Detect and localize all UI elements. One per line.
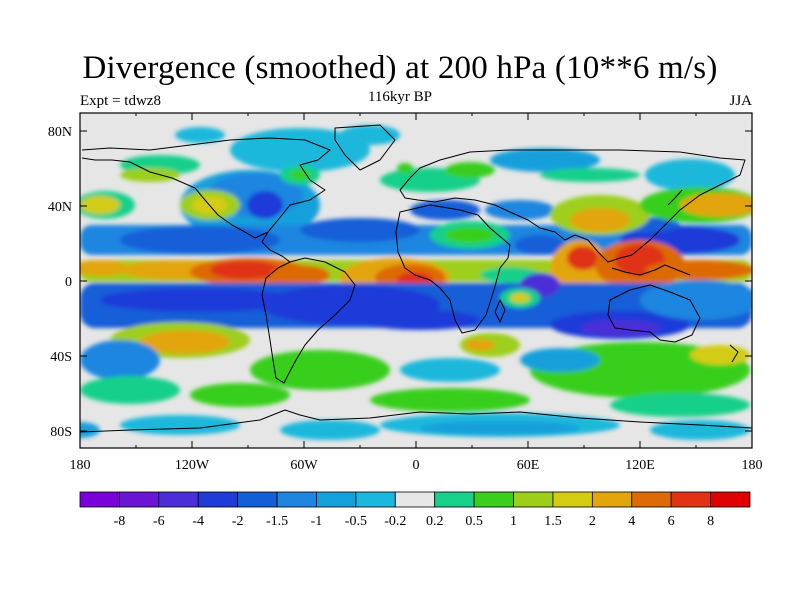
colorbar-swatch	[79, 491, 120, 508]
central-america-coast	[261, 231, 291, 263]
colorbar-swatch	[355, 491, 396, 508]
indonesia-coast	[611, 264, 691, 276]
period-label: 116kyr BP	[367, 89, 433, 105]
colorbar-swatch	[197, 491, 239, 508]
north-america-coast	[81, 137, 331, 239]
colorbar-swatch	[631, 491, 672, 508]
x-tick-label: 120W	[175, 458, 210, 473]
colorbar-label: -8	[114, 514, 126, 529]
y-tick-label: 40S	[50, 350, 72, 365]
colorbar-swatch	[158, 491, 199, 508]
x-tick-label: 60W	[290, 458, 318, 473]
y-tick-label: 80N	[48, 125, 72, 140]
colorbar-swatch	[710, 491, 751, 508]
y-tick-label: 0	[65, 275, 72, 290]
colorbar-label: 1.5	[544, 514, 562, 529]
colorbar-label: 8	[707, 514, 714, 529]
colorbar-label: 4	[628, 514, 635, 529]
colorbar-swatch	[119, 491, 160, 508]
greenland-coast	[334, 124, 396, 171]
colorbar-swatch	[237, 491, 278, 508]
colorbar-label: -2	[232, 514, 244, 529]
x-tick-label: 180	[742, 458, 763, 473]
x-tick-label: 120E	[625, 458, 655, 473]
colorbar-label: 1	[510, 514, 517, 529]
colorbar-swatch	[513, 491, 554, 508]
y-tick-label: 80S	[50, 425, 72, 440]
colorbar-swatch	[434, 491, 475, 508]
south-america-coast	[261, 257, 356, 384]
map-field	[80, 113, 752, 448]
australia-coast	[607, 284, 701, 343]
colorbar-swatch	[591, 491, 633, 508]
africa-coast	[395, 204, 511, 334]
new-zealand-coast	[729, 344, 739, 363]
colorbar-label: -6	[153, 514, 165, 529]
madagascar-coast	[494, 299, 506, 323]
colorbar-label: 0.2	[426, 514, 444, 529]
colorbar-swatch	[276, 491, 317, 508]
divergence-contours	[80, 125, 752, 440]
experiment-label: Expt = tdwz8	[80, 93, 161, 109]
colorbar: -8 -6 -4 -2 -1.5 -1 -0.5 -0.2 0.2 0.5 1 1.5 2 4 6 8	[79, 491, 751, 529]
x-tick-label: 0	[413, 458, 420, 473]
colorbar-swatch	[473, 491, 514, 508]
antarctica-coast	[80, 409, 752, 433]
colorbar-swatch	[552, 491, 593, 508]
plot-title: Divergence (smoothed) at 200 hPa (10**6 …	[82, 50, 718, 86]
season-label: JJA	[729, 93, 752, 109]
japan-coast	[667, 189, 683, 206]
europe-asia-coast	[399, 149, 746, 263]
y-axis: 80N 40N 0 40S 80S	[48, 125, 752, 440]
colorbar-label: 6	[668, 514, 675, 529]
colorbar-label: 2	[589, 514, 596, 529]
coastlines	[80, 124, 752, 433]
colorbar-label: -0.2	[384, 514, 406, 529]
x-axis: 180 120W 60W 0 60E 120E 180	[70, 113, 763, 473]
x-tick-label: 60E	[517, 458, 540, 473]
colorbar-label: -4	[192, 514, 204, 529]
colorbar-label: -1.5	[266, 514, 288, 529]
colorbar-label: -1	[311, 514, 323, 529]
colorbar-label: -0.5	[345, 514, 367, 529]
colorbar-swatch	[316, 491, 357, 508]
colorbar-label: 0.5	[465, 514, 483, 529]
x-tick-label: 180	[70, 458, 91, 473]
colorbar-swatch	[394, 491, 436, 508]
y-tick-label: 40N	[48, 200, 72, 215]
colorbar-swatch	[670, 491, 711, 508]
